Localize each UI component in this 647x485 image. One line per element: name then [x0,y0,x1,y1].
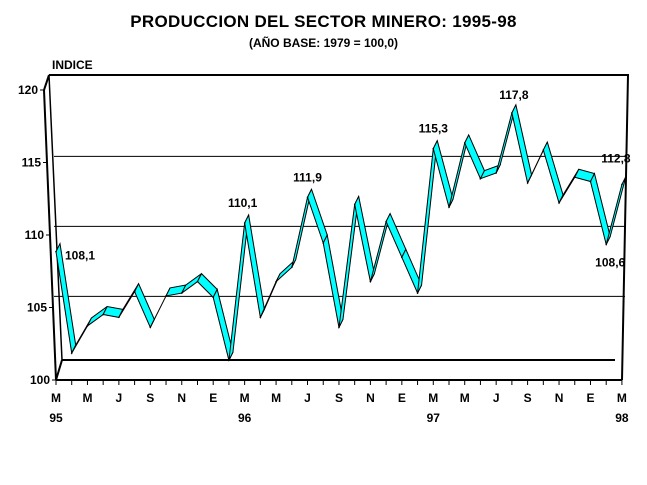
data-point [55,250,57,253]
x-tick-label-month: M [240,391,250,405]
ribbon-segment [354,194,375,284]
data-point [573,176,576,179]
data-point [605,243,607,246]
data-point [180,292,183,294]
data-point [70,352,73,354]
x-tick-label-month: M [271,391,281,405]
data-point [526,182,529,184]
data-point [243,222,246,224]
data-point [432,147,435,150]
ribbon-segment [589,172,611,246]
ribbon-segment [605,176,627,245]
data-point [259,316,262,319]
data-point [448,206,450,209]
data-point [149,326,152,329]
ribbon-segment [306,187,328,245]
frame-top-right [49,74,630,381]
data-point [212,296,214,299]
data-point [322,242,325,244]
x-tick-label-month: M [82,391,92,405]
data-point [133,290,136,293]
x-tick-label-year: 98 [615,411,629,425]
y-axis-line [42,74,63,381]
ribbon-segment [228,214,250,361]
ribbon-segment [511,103,533,185]
data-point [542,149,545,151]
data-label: 111,9 [293,170,322,184]
x-tick-label-month: M [617,391,627,405]
y-axis-label: INDICE [52,58,93,72]
x-tick-label-month: J [304,391,311,405]
x-tick-label-year: 97 [427,411,441,425]
data-point [479,177,482,180]
ribbon-segment [432,139,454,209]
data-point [401,256,403,259]
data-point [416,292,419,294]
x-tick-label-month: M [428,391,438,405]
data-point [291,266,293,269]
ribbon-segment [322,233,344,329]
data-point [196,280,199,283]
data-label: 108,6 [595,255,625,269]
data-point [589,180,592,183]
data-label: 117,8 [499,88,529,102]
data-point [385,220,387,223]
x-tick-label-month: M [460,391,470,405]
x-tick-label-month: E [398,391,406,405]
ribbon-segment [244,213,265,319]
y-tick-label: 105 [27,301,47,315]
data-point [621,183,623,186]
ribbon-segment [134,282,155,329]
ribbon-segment [196,272,218,299]
data-point [306,196,309,199]
data-point [495,172,497,174]
y-tick-label: 115 [22,156,42,170]
data-point [118,316,120,319]
data-point [511,112,513,114]
data-label: 115,3 [419,122,449,136]
x-tick-label-month: E [209,391,217,405]
data-point [86,325,89,327]
y-tick-label: 120 [18,83,38,97]
x-tick-label-month: M [51,391,61,405]
data-point [369,280,372,283]
ribbon-segment [86,306,108,327]
x-tick-label-month: S [524,391,532,405]
data-label: 112,8 [601,151,631,165]
ribbon-segment [417,140,438,294]
data-label: 108,1 [65,249,95,263]
x-tick-label-month: N [177,391,186,405]
data-point [353,203,356,206]
x-tick-label-month: J [116,391,123,405]
x-tick-label-month: S [146,391,154,405]
x-tick-label-year: 96 [238,411,252,425]
x-tick-label-month: N [555,391,564,405]
ribbon-segment [542,140,564,205]
x-tick-label-month: J [493,391,500,405]
data-point [275,280,277,283]
chart-subtitle: (AÑO BASE: 1979 = 100,0) [248,36,399,50]
chart-title: PRODUCCION DEL SECTOR MINERO: 1995-98 [130,12,517,31]
data-point [463,142,466,144]
data-label: 110,1 [228,196,258,210]
x-tick-label-year: 95 [49,411,63,425]
x-tick-label-month: E [586,391,594,405]
x-tick-label-month: N [366,391,375,405]
ribbon-segment [385,212,407,259]
data-point [558,202,560,204]
data-point [228,359,230,362]
y-tick-label: 110 [25,228,45,242]
x-tick-label-month: S [335,391,343,405]
y-tick-label: 100 [30,373,50,387]
data-point [338,326,340,329]
data-point [165,295,167,297]
data-point [102,313,104,316]
ribbon-segment [338,196,360,328]
back-wall-edge [48,74,63,361]
